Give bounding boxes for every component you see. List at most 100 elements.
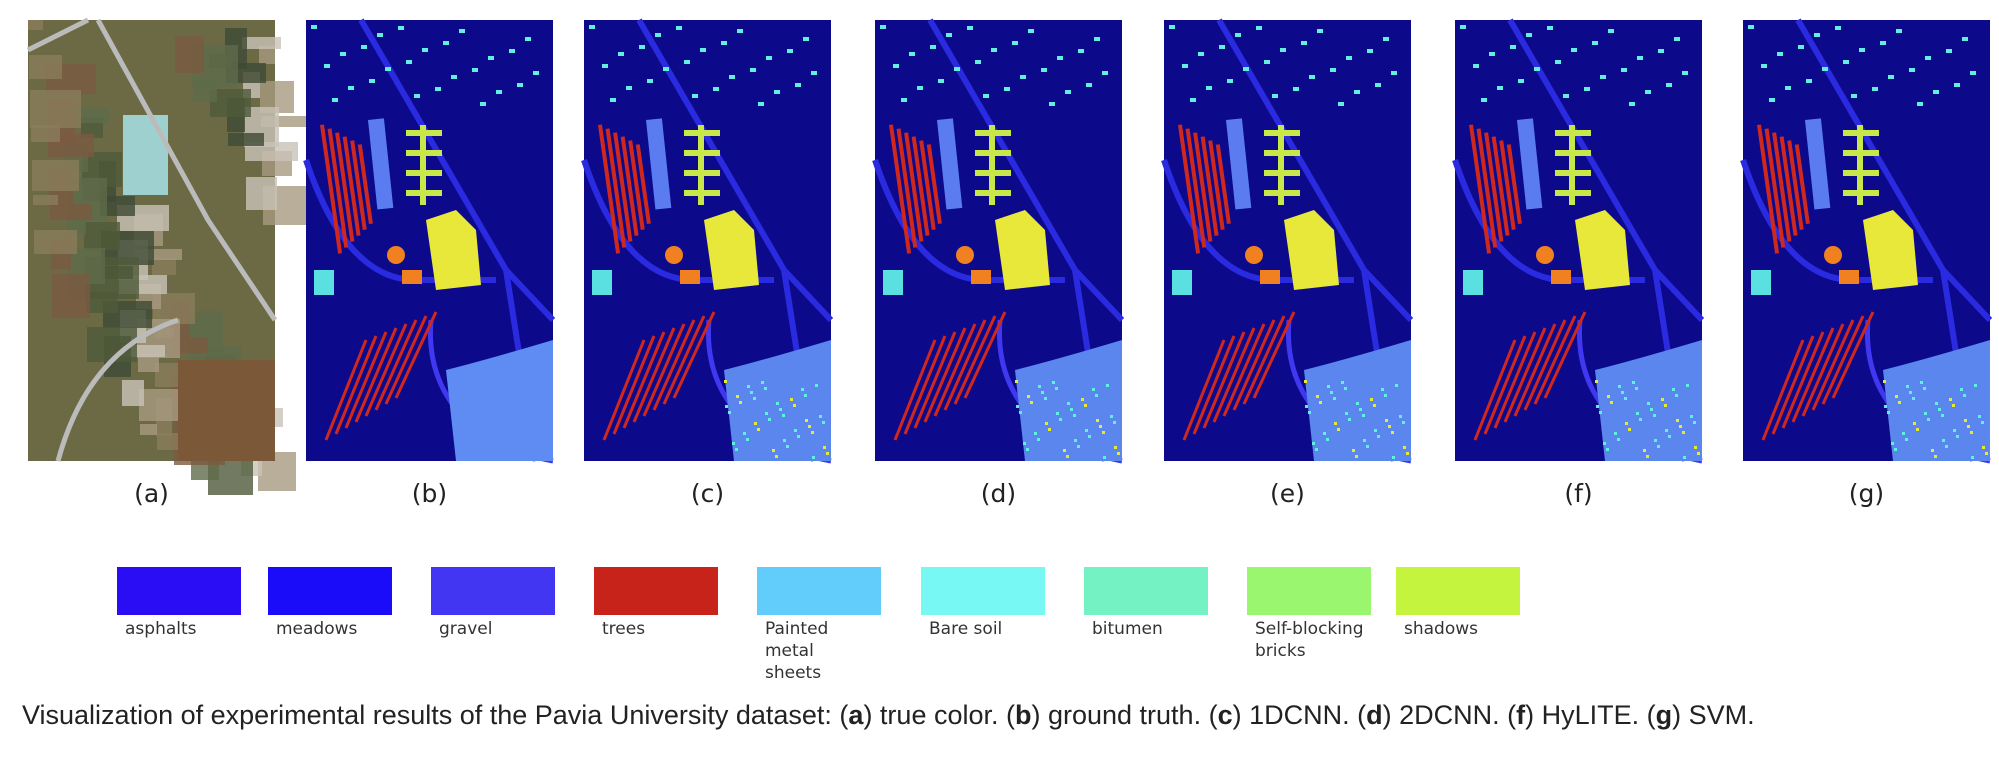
- soil-dot: [626, 86, 632, 90]
- soil-dot: [737, 29, 743, 33]
- gravel-bar: [937, 118, 963, 210]
- legend-label: meadows: [276, 619, 358, 639]
- soil-dot: [1182, 64, 1188, 68]
- noise: [1030, 401, 1033, 404]
- noise: [1345, 412, 1348, 415]
- meadow: [724, 340, 831, 461]
- noise: [1913, 422, 1916, 425]
- red-stripe: [384, 315, 428, 405]
- photo-patch: [34, 230, 77, 254]
- soil-dot: [803, 37, 809, 41]
- caption-part: f: [1516, 700, 1526, 730]
- noise: [1636, 412, 1639, 415]
- soil-dot: [509, 49, 515, 53]
- soil-dot: [369, 79, 375, 83]
- noise: [1096, 419, 1099, 422]
- soil-dot: [880, 25, 886, 29]
- soil-dot: [1674, 37, 1680, 41]
- legend-swatch: [1396, 567, 1520, 615]
- noise: [1690, 415, 1693, 418]
- soil-dot: [1317, 29, 1323, 33]
- red-stripe: [1483, 335, 1527, 435]
- soil-dot: [1041, 68, 1047, 72]
- shadow-stem: [1569, 125, 1575, 205]
- red-bar: [1772, 132, 1792, 242]
- legend-label: shadows: [1404, 619, 1479, 639]
- photo-patch: [261, 116, 313, 127]
- noise: [1373, 404, 1376, 407]
- red-stripe: [1242, 315, 1286, 405]
- noise: [1019, 411, 1022, 414]
- soil-dot: [1880, 41, 1886, 45]
- noise: [1392, 456, 1395, 459]
- soil-dot: [1534, 67, 1540, 71]
- noise: [801, 388, 804, 391]
- noise: [1960, 388, 1963, 391]
- red-stripe: [903, 335, 947, 435]
- red-bar: [1185, 128, 1207, 248]
- noise: [1085, 429, 1088, 432]
- noise: [1628, 428, 1631, 431]
- noise: [786, 445, 789, 448]
- gravel-bar: [367, 118, 394, 210]
- caption-part: Visualization of experimental results of…: [22, 700, 849, 730]
- noise: [1694, 446, 1697, 449]
- noise: [1084, 404, 1087, 407]
- shadow-stem: [1278, 125, 1284, 205]
- noise: [1643, 449, 1646, 452]
- soil-dot: [655, 33, 661, 37]
- soil-dot: [1102, 71, 1108, 75]
- photo-patch: [52, 274, 90, 318]
- panel: [303, 18, 556, 464]
- soil-dot: [1330, 68, 1336, 72]
- noise: [725, 405, 728, 408]
- red-bar: [620, 136, 639, 236]
- shadow-stem: [698, 125, 704, 205]
- noise: [1077, 445, 1080, 448]
- legend-swatch: [431, 567, 555, 615]
- photo-patch: [245, 142, 298, 161]
- soil-dot: [1970, 71, 1976, 75]
- noise: [1045, 422, 1048, 425]
- red-stripe: [1192, 335, 1236, 435]
- soil-dot: [991, 48, 997, 52]
- soil-dot: [443, 41, 449, 45]
- soil-dot: [1219, 45, 1225, 49]
- noise: [782, 414, 785, 417]
- brick: [1839, 270, 1859, 284]
- noise: [1362, 414, 1365, 417]
- legend-label: trees: [602, 619, 646, 639]
- soil-dot: [930, 45, 936, 49]
- soil-dot: [684, 60, 690, 64]
- photo-patch: [171, 337, 208, 353]
- noise: [1650, 408, 1653, 411]
- red-stripe: [324, 339, 368, 441]
- soil-dot: [1497, 86, 1503, 90]
- soil-dot: [787, 49, 793, 53]
- noise: [1916, 428, 1919, 431]
- brick: [680, 270, 700, 284]
- soil-dot: [1012, 41, 1018, 45]
- gravel-bar: [1517, 118, 1543, 210]
- noise: [728, 411, 731, 414]
- red-stripe: [1801, 323, 1845, 417]
- caption-part: c: [1217, 700, 1233, 730]
- photo-patch: [228, 133, 264, 146]
- noise: [1614, 432, 1617, 435]
- brick: [956, 246, 974, 264]
- noise: [747, 385, 750, 388]
- brick: [1536, 246, 1554, 264]
- soil-dot: [340, 52, 346, 56]
- photo-patch: [86, 292, 118, 313]
- soil-dot: [435, 87, 441, 91]
- caption-part: b: [1014, 700, 1032, 730]
- bitumen: [1751, 270, 1771, 295]
- noise: [1676, 419, 1679, 422]
- brick: [1260, 270, 1280, 284]
- red-stripe: [394, 311, 438, 399]
- noise: [1348, 418, 1351, 421]
- noise: [1657, 445, 1660, 448]
- red-bar: [628, 140, 645, 230]
- noise: [753, 397, 756, 400]
